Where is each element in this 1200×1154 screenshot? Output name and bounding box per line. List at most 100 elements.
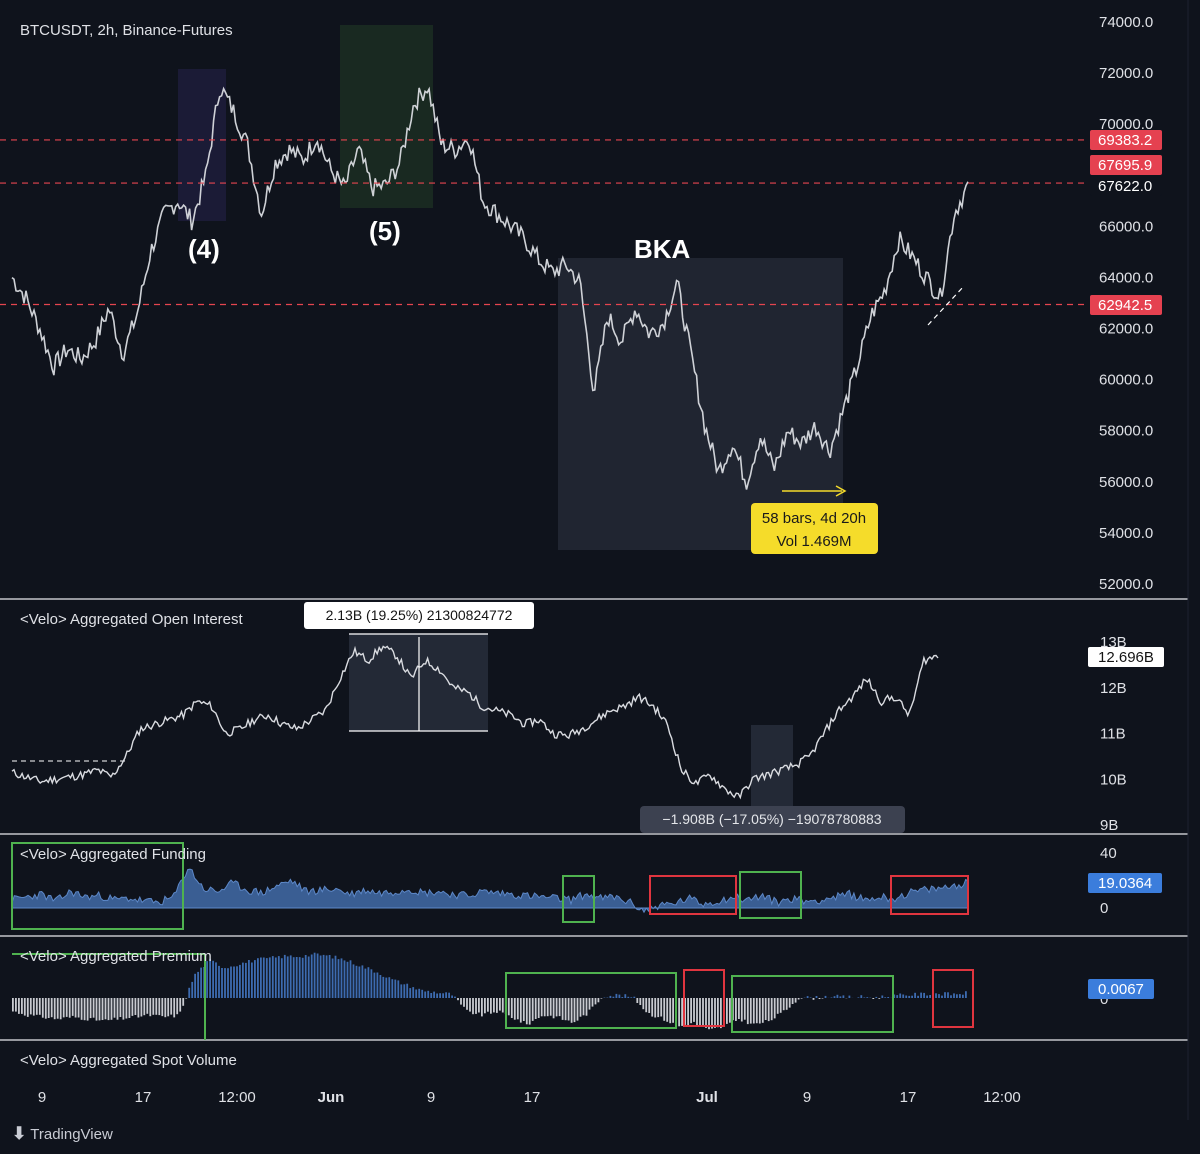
- premium-current-value: 0.0067: [1098, 981, 1144, 998]
- premium-bar: [59, 998, 62, 1020]
- premium-bar: [478, 998, 480, 1013]
- premium-bar: [570, 998, 573, 1023]
- premium-bar: [188, 987, 191, 998]
- premium-bar: [666, 998, 669, 1022]
- premium-bar: [116, 998, 119, 1020]
- premium-bar: [690, 998, 692, 1024]
- premium-bar: [158, 998, 161, 1016]
- premium-bar: [684, 998, 686, 1025]
- premium-bar: [540, 998, 543, 1017]
- price-level-value: 62942.5: [1098, 297, 1152, 314]
- premium-green-box-1: [505, 972, 677, 1029]
- premium-bar: [260, 957, 262, 998]
- premium-bar: [442, 993, 444, 998]
- premium-bar: [427, 990, 430, 998]
- trend-stub-line: [927, 285, 965, 326]
- premium-bar: [385, 977, 388, 998]
- premium-bar: [298, 957, 301, 998]
- premium-bar: [277, 956, 280, 998]
- premium-bar: [663, 998, 666, 1021]
- premium-bar: [881, 995, 884, 998]
- premium-bar: [119, 998, 122, 1017]
- premium-bar: [26, 998, 29, 1017]
- premium-bar: [239, 964, 241, 998]
- premium-bar: [490, 998, 492, 1014]
- premium-bar: [164, 998, 167, 1018]
- price-level-value: 67622.0: [1098, 178, 1152, 195]
- premium-bar: [283, 954, 286, 998]
- price-y-tick: 66000.0: [1099, 218, 1153, 235]
- premium-bar: [752, 998, 755, 1024]
- premium-bar: [600, 998, 603, 999]
- premium-bar: [89, 998, 92, 1019]
- premium-bar: [944, 992, 946, 998]
- premium-bar: [379, 975, 382, 998]
- price-level-badge-1: [1090, 155, 1162, 175]
- premium-bar: [639, 998, 642, 1005]
- premium-bar: [767, 998, 770, 1022]
- premium-bar: [630, 997, 633, 998]
- premium-bar: [62, 998, 65, 1018]
- premium-bar: [313, 952, 316, 998]
- premium-bar: [729, 998, 731, 1023]
- premium-bar: [717, 998, 719, 1028]
- premium-bar: [875, 996, 878, 998]
- premium-bar: [71, 998, 74, 1016]
- premium-bar: [642, 998, 645, 1010]
- oi-y-tick: 11B: [1100, 726, 1126, 743]
- premium-bar: [755, 998, 758, 1024]
- premium-bar: [857, 997, 860, 998]
- premium-current-badge: [1088, 979, 1154, 999]
- premium-bar: [400, 984, 403, 998]
- premium-bar: [522, 998, 525, 1021]
- funding-area: [11, 868, 969, 914]
- price-series-line: [11, 86, 969, 490]
- premium-bar: [950, 995, 952, 998]
- premium-bar: [738, 998, 740, 1019]
- funding-y-tick: 0: [1100, 900, 1108, 917]
- premium-bar: [911, 995, 913, 998]
- premium-bars: [12, 952, 967, 1030]
- price-y-tick: 52000.0: [1099, 576, 1153, 593]
- premium-bar: [218, 965, 220, 998]
- premium-bar: [131, 998, 134, 1016]
- premium-bar: [917, 995, 919, 998]
- premium-bar: [549, 998, 552, 1016]
- oi-current-value: 12.696B: [1098, 649, 1154, 666]
- premium-bar: [295, 957, 298, 998]
- premium-bar: [56, 998, 59, 1019]
- oi-measure-down-text: −1.908B (−17.05%) −19078780883: [662, 811, 881, 827]
- premium-bar: [125, 998, 128, 1019]
- premium-bar: [537, 998, 540, 1018]
- premium-bar: [358, 966, 361, 998]
- premium-bar: [370, 969, 373, 998]
- x-axis-tick: 12:00: [983, 1089, 1021, 1106]
- premium-bar: [705, 998, 707, 1028]
- chart-canvas[interactable]: 74000.0 72000.0 70000.0 66000.0 64000.0 62000…: [0, 0, 1200, 1120]
- tradingview-footer[interactable]: ⬇︎ TradingView: [12, 1124, 113, 1144]
- premium-bar: [833, 996, 836, 998]
- x-axis-tick: 17: [524, 1089, 541, 1106]
- premium-bar: [761, 998, 764, 1023]
- premium-bar: [758, 998, 761, 1024]
- premium-bar: [421, 989, 424, 998]
- x-axis-tick: 17: [135, 1089, 152, 1106]
- funding-current-badge: [1088, 873, 1162, 893]
- premium-bar: [206, 961, 208, 998]
- premium-bar: [872, 998, 875, 999]
- premium-bar: [830, 997, 833, 998]
- premium-bar: [651, 998, 654, 1017]
- premium-bar: [770, 998, 773, 1021]
- premium-bar: [794, 998, 797, 1003]
- premium-bar: [848, 995, 851, 998]
- premium-bar: [280, 958, 283, 998]
- premium-bar: [355, 965, 358, 998]
- measure-vol-text: Vol 1.469M: [776, 533, 851, 550]
- premium-bar: [463, 998, 465, 1007]
- premium-bar: [660, 998, 663, 1017]
- premium-bar: [35, 998, 38, 1015]
- premium-bar: [866, 997, 869, 998]
- wave5-label: (5): [369, 216, 401, 246]
- funding-green-box-2: [562, 875, 595, 923]
- premium-bar: [484, 998, 486, 1014]
